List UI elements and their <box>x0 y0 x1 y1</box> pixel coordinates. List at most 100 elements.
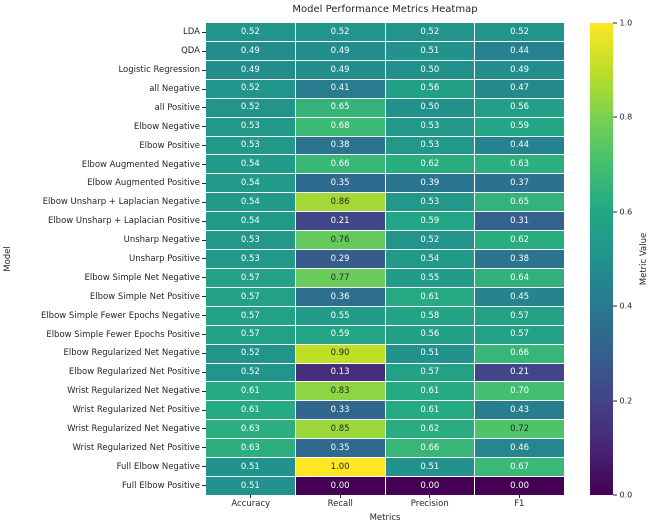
heatmap-grid: 0.52 0.52 0.52 0.52 0.49 0.49 0.51 0.44 0.49 0.49… <box>206 23 564 495</box>
heatmap-cell: 0.62 <box>385 420 475 439</box>
y-tick-mark <box>202 107 206 109</box>
heatmap-cell: 0.44 <box>475 41 564 60</box>
heatmap-cell: 0.21 <box>475 363 564 382</box>
y-tick-label: Elbow Simple Fewer Epochs Negative <box>0 306 206 325</box>
heatmap-cell: 0.52 <box>385 23 475 41</box>
heatmap-cell: 0.57 <box>475 325 564 344</box>
heatmap-cell: 0.59 <box>295 325 385 344</box>
colorbar <box>590 23 613 495</box>
heatmap-cell: 0.49 <box>295 41 385 60</box>
y-tick-text: Elbow Unsharp + Laplacian Negative <box>42 197 200 208</box>
heatmap-cell: 0.51 <box>206 458 295 477</box>
colorbar-tick-mark <box>613 400 617 402</box>
heatmap-cell: 0.52 <box>206 23 295 41</box>
y-tick-mark <box>202 409 206 411</box>
heatmap-cell: 0.54 <box>206 193 295 212</box>
x-tick-label: Precision <box>385 495 475 511</box>
heatmap-cell: 0.49 <box>295 60 385 79</box>
heatmap-cell: 0.43 <box>475 401 564 420</box>
y-tick-text: Logistic Regression <box>118 65 200 76</box>
y-tick-text: Elbow Simple Fewer Epochs Negative <box>40 310 200 321</box>
heatmap-cell: 0.52 <box>385 231 475 250</box>
heatmap-cell: 0.53 <box>206 136 295 155</box>
y-tick-mark <box>202 164 206 166</box>
y-tick-text: Full Elbow Negative <box>116 461 200 472</box>
y-tick-text: Elbow Regularized Net Positive <box>68 367 200 378</box>
heatmap-cell: 0.57 <box>475 306 564 325</box>
colorbar-tick: 0.2 <box>613 396 632 405</box>
colorbar-tick-mark <box>613 305 617 307</box>
heatmap-cell: 0.39 <box>385 174 475 193</box>
heatmap-cell: 0.21 <box>295 212 385 231</box>
y-tick-label: Elbow Regularized Net Positive <box>0 363 206 382</box>
colorbar-tick-text: 0.4 <box>619 301 633 311</box>
heatmap-cell: 0.51 <box>206 477 295 495</box>
y-tick-text: Unsharp Positive <box>129 253 200 264</box>
heatmap-cell: 0.46 <box>475 439 564 458</box>
y-tick-label: Elbow Unsharp + Laplacian Negative <box>0 193 206 212</box>
y-tick-text: all Negative <box>149 84 200 95</box>
colorbar-tick-mark <box>613 494 617 496</box>
heatmap-cell: 0.52 <box>206 344 295 363</box>
x-tick-text: Recall <box>327 499 353 509</box>
heatmap-cell: 0.31 <box>475 212 564 231</box>
heatmap-cell: 0.41 <box>295 79 385 98</box>
y-tick-label: LDA <box>0 23 206 42</box>
heatmap-cell: 0.35 <box>295 174 385 193</box>
y-tick-mark <box>202 296 206 298</box>
heatmap-cell: 0.61 <box>385 382 475 401</box>
heatmap-cell: 0.51 <box>385 344 475 363</box>
heatmap-cell: 0.29 <box>295 250 385 268</box>
heatmap-cell: 0.83 <box>295 382 385 401</box>
x-tick-mark <box>429 495 431 498</box>
heatmap-cell: 0.47 <box>475 79 564 98</box>
heatmap-cell: 0.54 <box>206 155 295 174</box>
heatmap-cell: 0.57 <box>206 306 295 325</box>
heatmap-cell: 0.44 <box>475 136 564 155</box>
heatmap-cell: 0.52 <box>206 79 295 98</box>
heatmap-cell: 0.33 <box>295 401 385 420</box>
heatmap-cell: 0.64 <box>475 268 564 287</box>
y-tick-label: all Positive <box>0 99 206 118</box>
y-tick-text: Full Elbow Positive <box>122 480 200 491</box>
heatmap-cell: 0.66 <box>475 344 564 363</box>
y-tick-text: Wrist Regularized Net Negative <box>67 423 200 434</box>
colorbar-tick: 1.0 <box>613 19 632 28</box>
y-tick-mark <box>202 428 206 430</box>
heatmap-cell: 0.52 <box>475 23 564 41</box>
heatmap-cell: 0.57 <box>206 287 295 306</box>
heatmap-cell: 0.37 <box>475 174 564 193</box>
y-tick-mark <box>202 277 206 279</box>
y-tick-label: Elbow Simple Fewer Epochs Positive <box>0 325 206 344</box>
heatmap-cell: 0.52 <box>206 363 295 382</box>
y-tick-mark <box>202 69 206 71</box>
y-tick-label: Full Elbow Negative <box>0 457 206 476</box>
y-tick-mark <box>202 258 206 260</box>
heatmap-cell: 0.58 <box>385 306 475 325</box>
colorbar-tick-text: 0.6 <box>619 207 633 217</box>
heatmap-cell: 0.77 <box>295 268 385 287</box>
heatmap-cell: 0.56 <box>385 325 475 344</box>
colorbar-tick-text: 0.2 <box>619 396 633 406</box>
heatmap-cell: 0.13 <box>295 363 385 382</box>
heatmap-cell: 0.65 <box>475 193 564 212</box>
y-tick-text: Elbow Regularized Net Negative <box>63 348 200 359</box>
heatmap-cell: 0.57 <box>206 268 295 287</box>
heatmap-cell: 0.35 <box>295 439 385 458</box>
heatmap-cell: 0.49 <box>206 60 295 79</box>
heatmap-cell: 0.53 <box>206 231 295 250</box>
y-tick-label: QDA <box>0 42 206 61</box>
y-tick-text: Wrist Regularized Net Positive <box>72 442 200 453</box>
heatmap-cell: 0.00 <box>475 477 564 495</box>
heatmap-cell: 0.57 <box>385 363 475 382</box>
y-tick-mark <box>202 466 206 468</box>
colorbar-tick: 0.4 <box>613 302 632 311</box>
x-tick-labels: Accuracy Recall Precision F1 <box>206 495 564 511</box>
y-tick-label: Wrist Regularized Net Positive <box>0 401 206 420</box>
colorbar-tick-text: 0.8 <box>619 112 633 122</box>
y-tick-text: Unsharp Negative <box>123 235 200 246</box>
heatmap-cell: 0.49 <box>475 60 564 79</box>
x-tick-text: F1 <box>514 499 525 509</box>
y-tick-mark <box>202 182 206 184</box>
heatmap-cell: 0.54 <box>385 250 475 268</box>
